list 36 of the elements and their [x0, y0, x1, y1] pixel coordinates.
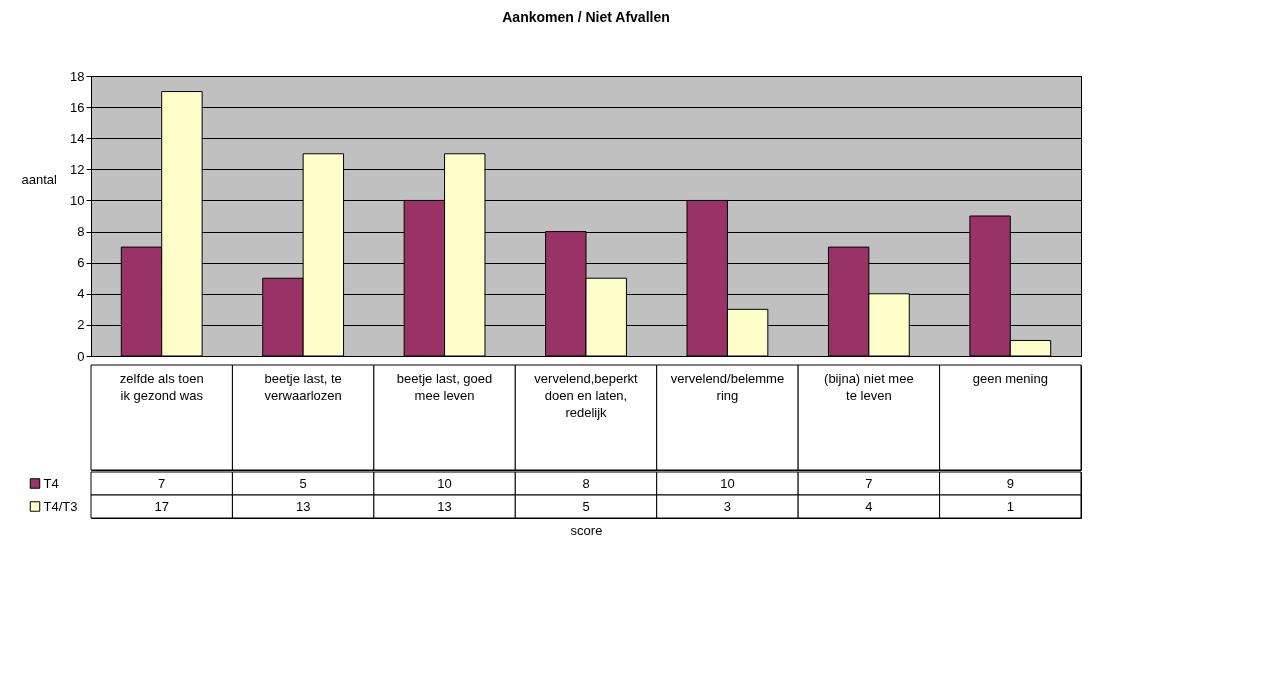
data-label: 3 — [723, 498, 732, 514]
y-tick-label: 16 — [70, 99, 85, 115]
x-tick-label: (bijna) niet mee te leven — [824, 371, 914, 403]
data-label: 8 — [582, 475, 590, 491]
data-label: 17 — [154, 498, 169, 514]
y-tick-label: 10 — [70, 192, 85, 208]
y-tick-label: 0 — [77, 348, 85, 364]
y-axis-title: aantal — [21, 171, 58, 187]
x-tick-label: beetje last, goed mee leven — [396, 371, 493, 403]
data-label: 7 — [865, 475, 873, 491]
data-label: 13 — [437, 498, 452, 514]
x-tick-label: vervelend/belemmering — [670, 371, 785, 403]
x-tick-label: zelfde als toen ik gezond was — [119, 371, 204, 403]
data-label: 9 — [1006, 475, 1014, 491]
x-tick-label: beetje last, te verwaarlozen — [264, 371, 342, 403]
x-tick-label: geen mening — [972, 371, 1048, 386]
y-tick-label: 12 — [70, 161, 85, 177]
y-tick-label: 18 — [70, 68, 85, 84]
y-tick-label: 14 — [70, 130, 85, 146]
data-label: 7 — [158, 475, 166, 491]
x-tick-label: vervelend,beperkt doen en laten, redelijk — [534, 371, 639, 420]
data-label: 10 — [437, 475, 452, 491]
data-label: 1 — [1006, 498, 1014, 514]
data-label: 4 — [865, 498, 873, 514]
chart-title: Aankomen / Niet Afvallen — [502, 9, 670, 25]
data-label: 5 — [299, 475, 307, 491]
y-tick-label: 4 — [77, 286, 85, 302]
text: score — [570, 522, 603, 538]
y-tick-label: 2 — [77, 317, 85, 333]
data-label: 5 — [582, 498, 590, 514]
legend-label: T4/T3 — [43, 498, 78, 514]
y-tick-label: 8 — [77, 224, 85, 240]
data-label: 13 — [295, 498, 311, 514]
data-label: 10 — [720, 475, 735, 491]
legend-label: T4 — [43, 475, 59, 491]
y-tick-label: 6 — [77, 255, 85, 271]
